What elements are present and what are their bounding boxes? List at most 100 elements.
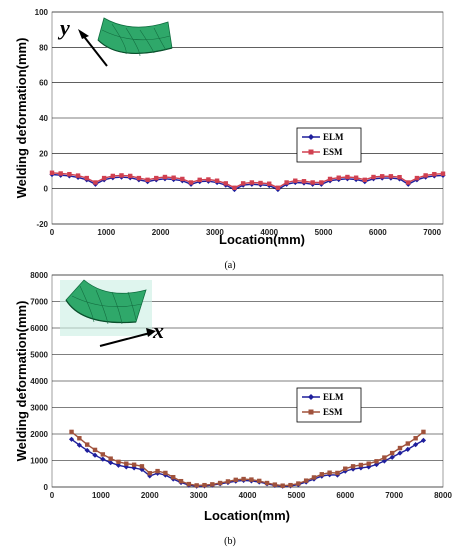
data-point-esm: [275, 185, 281, 190]
data-point-esm: [257, 478, 262, 484]
data-point-esm: [223, 181, 228, 186]
axis-symbol-x: x: [152, 318, 164, 343]
data-point-esm: [202, 482, 207, 488]
panel-illustration-a: [97, 17, 173, 57]
data-point-esm: [186, 481, 192, 487]
data-point-esm: [414, 175, 420, 181]
x-tick-labels-a: 0 1000 2000 3000 4000 5000 6000 7000: [50, 228, 442, 237]
data-point-esm: [92, 447, 98, 453]
data-point-esm: [382, 455, 387, 460]
data-point-esm: [84, 175, 89, 181]
series-a: [49, 170, 446, 193]
data-point-esm: [232, 185, 237, 190]
data-point-esm: [350, 464, 356, 469]
y-tick-label: 5000: [30, 351, 48, 360]
legend-label-esm-b: ESM: [323, 407, 343, 417]
data-point-esm: [75, 173, 81, 178]
data-point-esm: [197, 177, 202, 183]
data-point-esm: [343, 466, 348, 471]
data-point-elm: [381, 458, 387, 464]
x-tick-label: 6000: [369, 228, 387, 237]
data-point-esm: [288, 482, 293, 488]
data-point-esm: [358, 462, 364, 468]
data-point-elm: [131, 465, 137, 471]
y-arrowhead: [78, 29, 89, 39]
x-axis-title-b: Location(mm): [204, 508, 290, 523]
data-point-esm: [154, 175, 159, 181]
x-tick-label: 4000: [239, 491, 257, 500]
data-point-esm: [163, 470, 168, 476]
data-point-esm: [249, 180, 255, 185]
data-point-esm: [311, 475, 317, 480]
x-tick-label: 2000: [141, 491, 159, 500]
data-point-esm: [131, 462, 137, 467]
data-point-esm: [284, 180, 289, 185]
data-point-esm: [93, 180, 98, 185]
legend-label-elm-b: ELM: [323, 392, 344, 402]
x-tick-label: 3000: [190, 491, 208, 500]
legend-label-elm-a: ELM: [323, 132, 344, 142]
data-point-esm: [374, 459, 379, 464]
legend-marker-esm-a: [308, 149, 314, 155]
data-point-elm: [139, 466, 145, 473]
data-point-esm: [353, 175, 359, 180]
data-point-elm: [405, 446, 411, 452]
data-point-esm: [327, 176, 333, 182]
data-point-esm: [206, 177, 211, 182]
data-point-esm: [124, 461, 129, 466]
y-axis-title-a: Welding deformation(mm): [14, 38, 29, 199]
data-point-esm: [69, 429, 74, 435]
data-point-esm: [371, 174, 376, 180]
data-point-esm: [225, 479, 231, 484]
y-tick-label: 80: [39, 43, 48, 52]
y-tick-label: 4000: [30, 377, 48, 386]
legend-b: ELM ESM: [296, 387, 362, 423]
data-point-esm: [194, 483, 199, 488]
panel-illustration-b: [60, 279, 152, 336]
y-tick-label: 7000: [30, 298, 48, 307]
panel-b-chart: 0 1000 2000 3000 4000 5000 6000 7000 8000 0 1000 2…: [14, 271, 452, 547]
data-point-esm: [249, 477, 254, 482]
y-tick-label: 8000: [30, 271, 48, 280]
data-point-esm: [171, 175, 176, 180]
y-tick-label: 1000: [30, 457, 48, 466]
x-tick-label: 4000: [260, 228, 278, 237]
x-tick-label: 5000: [315, 228, 333, 237]
caption-a: (a): [224, 260, 235, 271]
data-point-esm: [432, 171, 437, 177]
x-tick-label: 1000: [97, 228, 115, 237]
y-tick-labels-b: 0 1000 2000 3000 4000 5000 6000 7000 8000: [30, 271, 48, 492]
legend-label-esm-a: ESM: [323, 147, 343, 157]
series-b: [68, 429, 427, 489]
data-point-esm: [116, 459, 121, 465]
x-tick-label: 6000: [336, 491, 354, 500]
y-tick-label: 0: [44, 483, 49, 492]
data-point-esm: [413, 436, 418, 441]
data-point-elm: [420, 437, 427, 443]
y-tick-label: 100: [35, 8, 49, 17]
data-point-elm: [92, 452, 98, 458]
legend-marker-esm-b: [308, 409, 314, 415]
data-point-elm: [413, 442, 419, 448]
x-tick-label: 3000: [206, 228, 224, 237]
data-point-elm: [76, 442, 82, 448]
data-point-esm: [240, 181, 246, 186]
data-point-esm: [217, 480, 223, 486]
data-point-esm: [58, 171, 63, 176]
data-point-esm: [162, 174, 168, 180]
data-point-esm: [214, 178, 220, 183]
data-point-esm: [267, 181, 272, 186]
data-point-esm: [335, 470, 340, 476]
data-point-esm: [108, 456, 113, 461]
data-point-esm: [397, 445, 403, 451]
data-point-esm: [188, 180, 194, 185]
data-point-esm: [171, 474, 176, 480]
data-point-esm: [310, 180, 315, 185]
data-point-esm: [345, 174, 350, 180]
data-point-esm: [67, 171, 72, 177]
y-tick-label: 60: [39, 79, 48, 88]
data-point-esm: [180, 176, 185, 182]
x-axis-title-a: Location(mm): [219, 232, 305, 247]
x-tick-label: 2000: [152, 228, 170, 237]
